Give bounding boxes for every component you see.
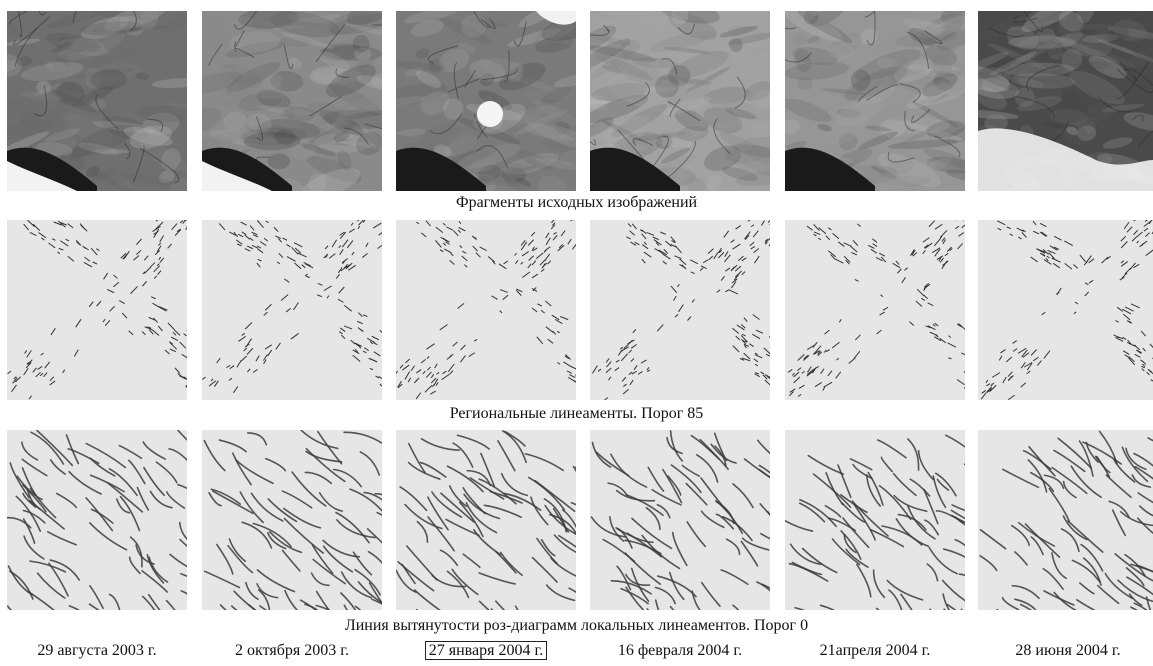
satellite-image (202, 11, 382, 191)
satellite-image (396, 11, 576, 191)
date-label: 2 октября 2003 г. (235, 642, 349, 659)
regional-lineament-map (202, 220, 382, 400)
date-label: 28 июня 2004 г. (1015, 642, 1121, 659)
date-label-highlighted: 27 января 2004 г. (396, 641, 576, 661)
satellite-image (590, 11, 770, 191)
regional-lineament-map (590, 220, 770, 400)
regional-lineament-map (396, 220, 576, 400)
local-row (0, 430, 1153, 610)
local-lineament-map (785, 430, 965, 610)
regional-lineament-map (785, 220, 965, 400)
local-lineament-map (7, 430, 187, 610)
regional-lineament-map (7, 220, 187, 400)
local-lineament-map (202, 430, 382, 610)
local-caption: Линия вытянутости роз-диаграмм локальных… (344, 617, 809, 634)
local-lineament-map (978, 430, 1153, 610)
local-lineament-map (590, 430, 770, 610)
satellite-row (0, 11, 1153, 191)
satellite-image (978, 11, 1153, 191)
regional-lineament-map (978, 220, 1153, 400)
regional-row (0, 220, 1153, 400)
satellite-caption: Фрагменты исходных изображений (455, 194, 698, 211)
date-label: 16 февраля 2004 г. (617, 642, 743, 659)
date-label: 29 августа 2003 г. (37, 642, 157, 659)
satellite-image (785, 11, 965, 191)
satellite-image (7, 11, 187, 191)
date-label: 21апреля 2004 г. (819, 642, 931, 659)
local-lineament-map (396, 430, 576, 610)
regional-caption: Региональные линеаменты. Порог 85 (449, 405, 704, 422)
